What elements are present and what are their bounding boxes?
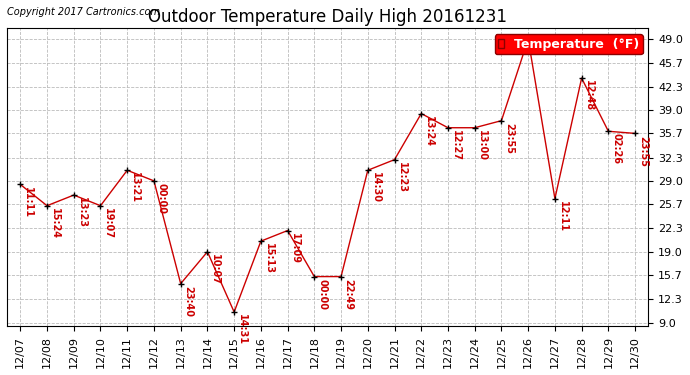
Text: 23:55: 23:55 [638,135,648,166]
Title: Outdoor Temperature Daily High 20161231: Outdoor Temperature Daily High 20161231 [148,8,507,26]
Text: 13:24: 13:24 [424,116,434,147]
Text: 10:07: 10:07 [210,254,220,285]
Legend: Temperature  (°F): Temperature (°F) [495,34,642,54]
Text: 11:11: 11:11 [23,187,33,218]
Text: 02:26: 02:26 [611,134,621,164]
Text: 23:40: 23:40 [184,286,193,317]
Text: 14:30: 14:30 [371,172,380,203]
Text: 12:23: 12:23 [397,162,407,193]
Text: 00:00: 00:00 [317,279,327,310]
Text: 13:23: 13:23 [77,197,86,228]
Text: 17:09: 17:09 [290,232,300,264]
Text: 00:00: 00:00 [157,183,166,214]
Text: 13:21: 13:21 [130,172,140,203]
Text: 19:07: 19:07 [104,208,113,239]
Text: 12:11: 12:11 [558,201,568,232]
Text: 13:00: 13:00 [477,130,487,161]
Text: 22:49: 22:49 [344,279,354,310]
Text: 12:27: 12:27 [451,130,461,161]
Text: 23:55: 23:55 [504,123,514,154]
Text: 1°: 1° [531,41,541,53]
Text: 14:31: 14:31 [237,314,247,345]
Text: 12:48: 12:48 [584,80,594,111]
Text: 15:24: 15:24 [50,208,60,239]
Text: Copyright 2017 Cartronics.com: Copyright 2017 Cartronics.com [7,7,160,16]
Text: 15:13: 15:13 [264,243,273,274]
